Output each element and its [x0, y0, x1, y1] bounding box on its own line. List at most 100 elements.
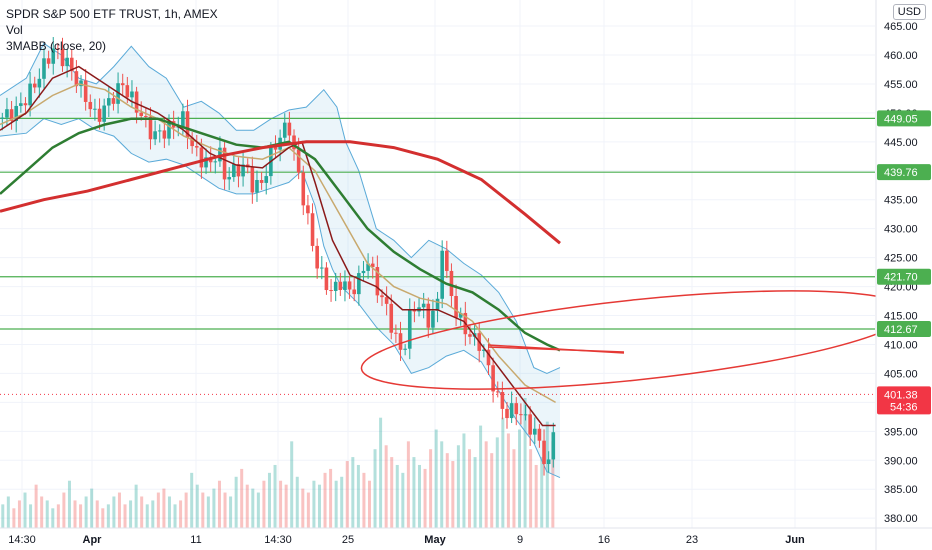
candle-body [375, 267, 380, 296]
candle-body [324, 267, 329, 291]
y-tick-label: 415.00 [884, 311, 918, 323]
candle-body [407, 309, 412, 349]
candle-body [454, 296, 458, 318]
candle-body [370, 263, 375, 268]
volume-bar [17, 500, 21, 528]
candle-body [315, 245, 319, 269]
x-tick-label: Jun [785, 534, 805, 546]
volume-bar [395, 464, 399, 528]
volume-bar [234, 476, 238, 528]
last-price-tag [877, 386, 931, 415]
volume-legend[interactable]: Vol [6, 23, 23, 37]
y-tick-label: 445.00 [884, 137, 918, 149]
volume-bar [340, 476, 344, 528]
volume-bar [229, 496, 233, 528]
price-level-label: 421.70 [884, 272, 918, 284]
last-price-label: 401.38 [884, 389, 918, 401]
volume-bar [195, 484, 199, 528]
volume-bar [429, 449, 433, 528]
candle-body [204, 157, 208, 168]
y-tick-label: 460.00 [884, 50, 918, 62]
volume-bar [12, 508, 16, 528]
candle-body [167, 121, 171, 139]
y-tick-label: 380.00 [884, 513, 918, 525]
volume-bar [290, 441, 294, 528]
volume-bar [279, 480, 283, 528]
candle-body [435, 298, 440, 311]
volume-bar [201, 492, 205, 528]
candle-body [551, 432, 556, 460]
candle-body [537, 428, 542, 441]
candle-body [181, 111, 185, 127]
candle-body [162, 130, 167, 139]
x-tick-label: 14:30 [264, 534, 292, 546]
volume-bar [240, 468, 244, 528]
volume-bar [523, 398, 527, 528]
y-tick-label: 465.00 [884, 21, 918, 33]
candle-body [333, 281, 338, 291]
candle-body [199, 147, 204, 168]
y-tick-label: 390.00 [884, 455, 918, 467]
volume-bar [217, 480, 221, 528]
volume-bar [123, 504, 127, 528]
volume-bar [468, 449, 472, 528]
price-level-label: 439.76 [884, 167, 918, 179]
volume-bar [84, 496, 88, 528]
currency-button[interactable]: USD [892, 4, 926, 20]
candle-body [120, 83, 125, 86]
volume-bar [456, 445, 460, 528]
y-tick-label: 395.00 [884, 426, 918, 438]
candle-body [218, 147, 222, 162]
volume-bar [79, 504, 83, 528]
candle-body [491, 365, 495, 392]
volume-bar [301, 488, 305, 528]
volume-bar [173, 504, 177, 528]
candle-body [28, 83, 32, 106]
candle-body [227, 177, 231, 180]
symbol-title[interactable]: SPDR S&P 500 ETF TRUST, 1h, AMEX [6, 7, 218, 21]
volume-bar [90, 488, 94, 528]
volume-bar [351, 457, 355, 528]
candle-body [232, 164, 236, 178]
volume-bar [545, 421, 549, 528]
volume-bar [323, 472, 327, 528]
candle-body [343, 281, 347, 291]
candle-body [361, 270, 366, 274]
trend-line-drawing[interactable] [487, 346, 625, 353]
candle-body [83, 80, 88, 102]
volume-bar [317, 484, 321, 528]
volume-bar [484, 441, 488, 528]
y-tick-label: 455.00 [884, 79, 918, 91]
candle-body [426, 303, 431, 328]
volume-bar [223, 492, 227, 528]
volume-bar [245, 484, 249, 528]
candle-body [398, 333, 403, 350]
volume-bar [140, 496, 144, 528]
indicator-legend[interactable]: 3MABB (close, 20) [6, 39, 107, 53]
volume-bar [162, 488, 166, 528]
candle-body [51, 48, 56, 64]
candle-body [264, 176, 269, 183]
candle-body [250, 167, 255, 193]
candle-body [144, 115, 148, 117]
volume-bar [401, 472, 405, 528]
candle-body [394, 332, 398, 334]
volume-bar [506, 433, 510, 528]
candle-body [74, 71, 79, 87]
candle-body [384, 297, 389, 304]
volume-bar [451, 461, 455, 528]
volume-bar [284, 484, 288, 528]
candle-body [79, 80, 83, 87]
candle-body [273, 146, 278, 150]
volume-bar [151, 500, 155, 528]
candle-body [389, 303, 394, 333]
ma-long-line [0, 140, 561, 245]
candle-body [449, 270, 454, 297]
candle-body [23, 103, 28, 106]
volume-bar [134, 484, 138, 528]
volume-bar [95, 500, 99, 528]
volume-bar [534, 464, 538, 528]
